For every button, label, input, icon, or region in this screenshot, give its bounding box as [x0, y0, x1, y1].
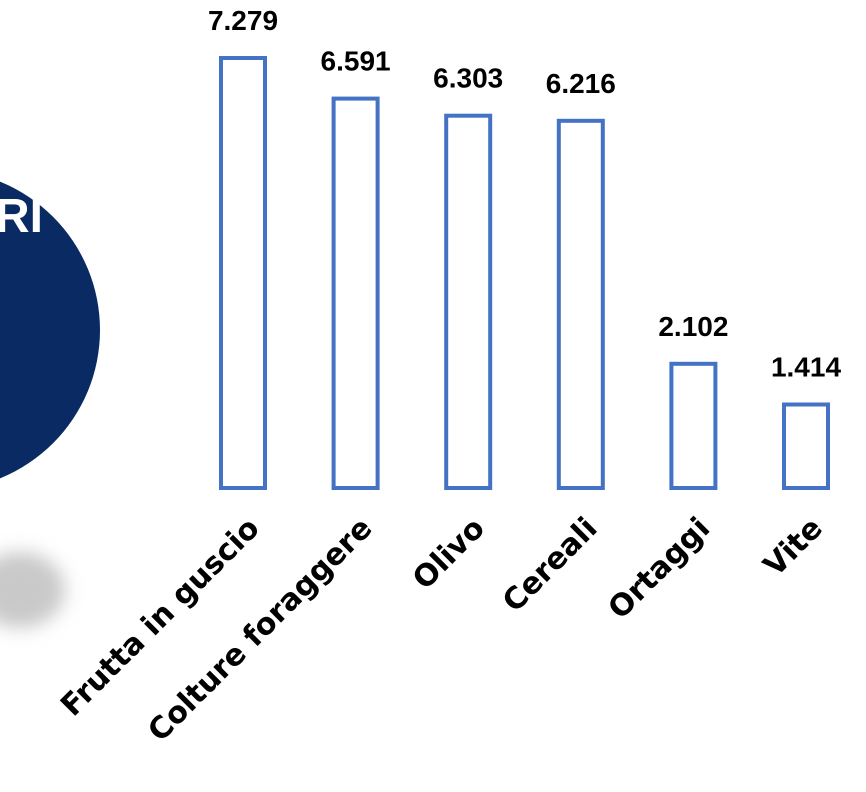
category-label: Colture foraggere	[141, 511, 379, 749]
decorative-background: RI	[0, 181, 100, 628]
bar	[444, 113, 493, 490]
category-label: Cereali	[496, 511, 604, 619]
bar	[556, 118, 605, 491]
category-label: Olivo	[406, 511, 492, 597]
bar-value-label: 7.279	[208, 5, 278, 36]
bar-value-label: 1.414	[771, 352, 841, 383]
shadow-ellipse	[0, 552, 65, 628]
category-label: Ortaggi	[602, 511, 717, 626]
bar-value-label: 6.216	[546, 68, 616, 99]
bar-value-label: 2.102	[658, 311, 728, 342]
bars-group	[219, 56, 830, 491]
navy-circle	[0, 181, 100, 479]
value-labels-group: 7.279 6.591 6.303 6.216 2.102 1.414	[208, 5, 841, 383]
bar-value-label: 6.591	[321, 46, 391, 77]
circle-label: RI	[0, 190, 43, 243]
bar	[219, 56, 267, 490]
category-label: Vite	[757, 511, 830, 584]
bar	[782, 402, 830, 490]
bar	[669, 361, 718, 490]
bar	[331, 96, 380, 490]
category-label: Frutta in guscio	[54, 511, 267, 724]
bar-value-label: 6.303	[433, 63, 503, 94]
